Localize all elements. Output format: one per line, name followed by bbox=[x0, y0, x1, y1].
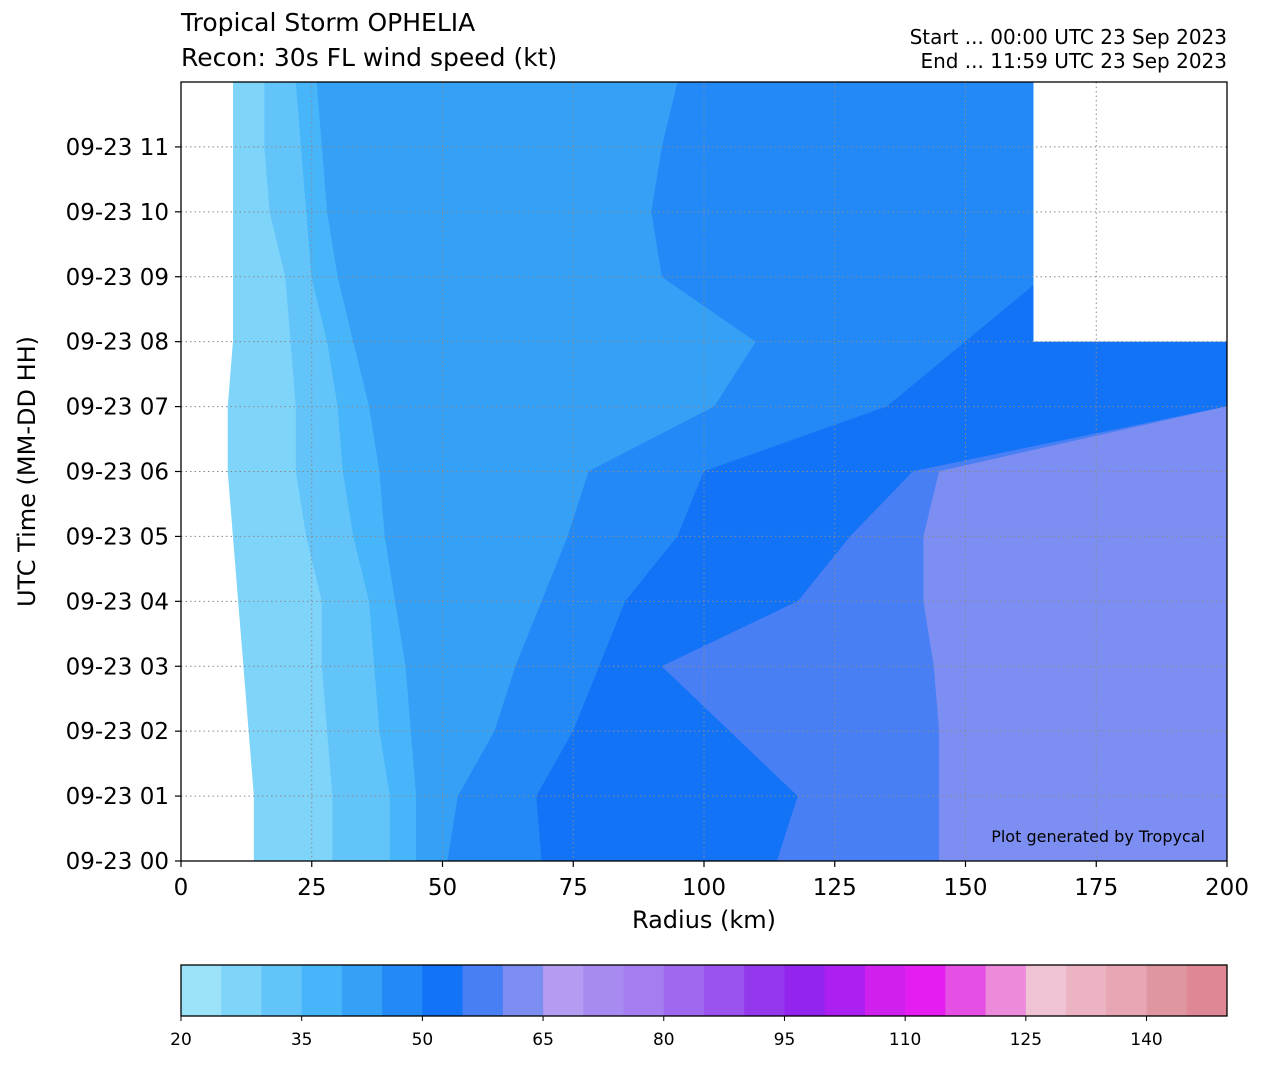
colorbar-swatch bbox=[462, 965, 504, 1016]
colorbar-swatch bbox=[583, 965, 625, 1016]
colorbar-swatch bbox=[623, 965, 665, 1016]
colorbar-swatch bbox=[824, 965, 866, 1016]
x-tick-label: 0 bbox=[174, 875, 189, 901]
colorbar-swatch bbox=[1146, 965, 1188, 1016]
x-tick-label: 150 bbox=[944, 875, 988, 901]
tropycal-credit: Plot generated by Tropycal bbox=[991, 827, 1205, 846]
colorbar-swatch bbox=[301, 965, 343, 1016]
y-tick-label: 09-23 01 bbox=[66, 784, 169, 810]
y-tick-label: 09-23 05 bbox=[66, 524, 169, 550]
colorbar-frame bbox=[180, 964, 1228, 1017]
colorbar-swatch bbox=[543, 965, 584, 1016]
colorbar-swatch bbox=[1025, 965, 1067, 1016]
x-tick-label: 100 bbox=[682, 875, 726, 901]
x-axis-label: Radius (km) bbox=[632, 906, 776, 934]
x-tick-label: 75 bbox=[559, 875, 588, 901]
colorbar-swatch bbox=[181, 965, 222, 1016]
colorbar-tick-label: 110 bbox=[889, 1030, 921, 1050]
y-tick-label: 09-23 10 bbox=[66, 200, 169, 226]
y-tick-label: 09-23 03 bbox=[66, 654, 169, 680]
colorbar bbox=[180, 964, 1228, 1021]
colorbar-tick-label: 95 bbox=[774, 1030, 796, 1050]
y-tick-label: 09-23 09 bbox=[66, 265, 169, 291]
colorbar-swatch bbox=[744, 965, 785, 1016]
y-axis-label: UTC Time (MM-DD HH) bbox=[13, 336, 41, 607]
colorbar-tick-label: 20 bbox=[170, 1030, 192, 1050]
colorbar-swatch bbox=[382, 965, 423, 1016]
colorbar-tick-label: 65 bbox=[532, 1030, 554, 1050]
colorbar-tick-label: 125 bbox=[1010, 1030, 1042, 1050]
x-tick-label: 125 bbox=[813, 875, 857, 901]
missing-data-region bbox=[1033, 82, 1227, 342]
colorbar-swatch bbox=[1066, 965, 1107, 1016]
colorbar-swatch bbox=[261, 965, 303, 1016]
wind-band-60kt bbox=[923, 82, 1227, 861]
colorbar-tick-label: 35 bbox=[291, 1030, 313, 1050]
colorbar-swatch bbox=[1106, 965, 1148, 1016]
y-tick-label: 09-23 11 bbox=[66, 135, 169, 161]
colorbar-swatch bbox=[221, 965, 262, 1016]
colorbar-swatch bbox=[985, 965, 1027, 1016]
colorbar-swatch bbox=[422, 965, 464, 1016]
colorbar-swatch bbox=[663, 965, 705, 1016]
chart-title: Tropical Storm OPHELIA bbox=[181, 8, 476, 37]
colorbar-tick-label: 50 bbox=[412, 1030, 434, 1050]
colorbar-swatch bbox=[905, 965, 946, 1016]
colorbar-tick-label: 80 bbox=[653, 1030, 675, 1050]
y-tick-label: 09-23 04 bbox=[66, 589, 169, 615]
x-tick-label: 175 bbox=[1074, 875, 1118, 901]
colorbar-swatch bbox=[945, 965, 987, 1016]
end-time-label: End ... 11:59 UTC 23 Sep 2023 bbox=[920, 49, 1227, 73]
chart-subtitle: Recon: 30s FL wind speed (kt) bbox=[181, 43, 558, 72]
colorbar-swatch bbox=[341, 965, 383, 1016]
colorbar-swatch bbox=[704, 965, 745, 1016]
colorbar-swatch bbox=[784, 965, 826, 1016]
colorbar-swatch bbox=[502, 965, 544, 1016]
start-time-label: Start ... 00:00 UTC 23 Sep 2023 bbox=[909, 25, 1227, 49]
gridlines bbox=[180, 82, 1228, 862]
colorbar-swatch bbox=[864, 965, 906, 1016]
y-tick-label: 09-23 08 bbox=[66, 330, 169, 356]
colorbar-tick-label: 140 bbox=[1130, 1030, 1162, 1050]
y-tick-label: 09-23 06 bbox=[66, 460, 169, 486]
colorbar-swatch bbox=[1186, 965, 1228, 1016]
y-tick-label: 09-23 07 bbox=[66, 395, 169, 421]
y-tick-label: 09-23 02 bbox=[66, 719, 169, 745]
x-tick-label: 25 bbox=[297, 875, 326, 901]
x-tick-label: 200 bbox=[1205, 875, 1249, 901]
y-tick-label: 09-23 00 bbox=[66, 849, 169, 875]
x-tick-label: 50 bbox=[428, 875, 457, 901]
